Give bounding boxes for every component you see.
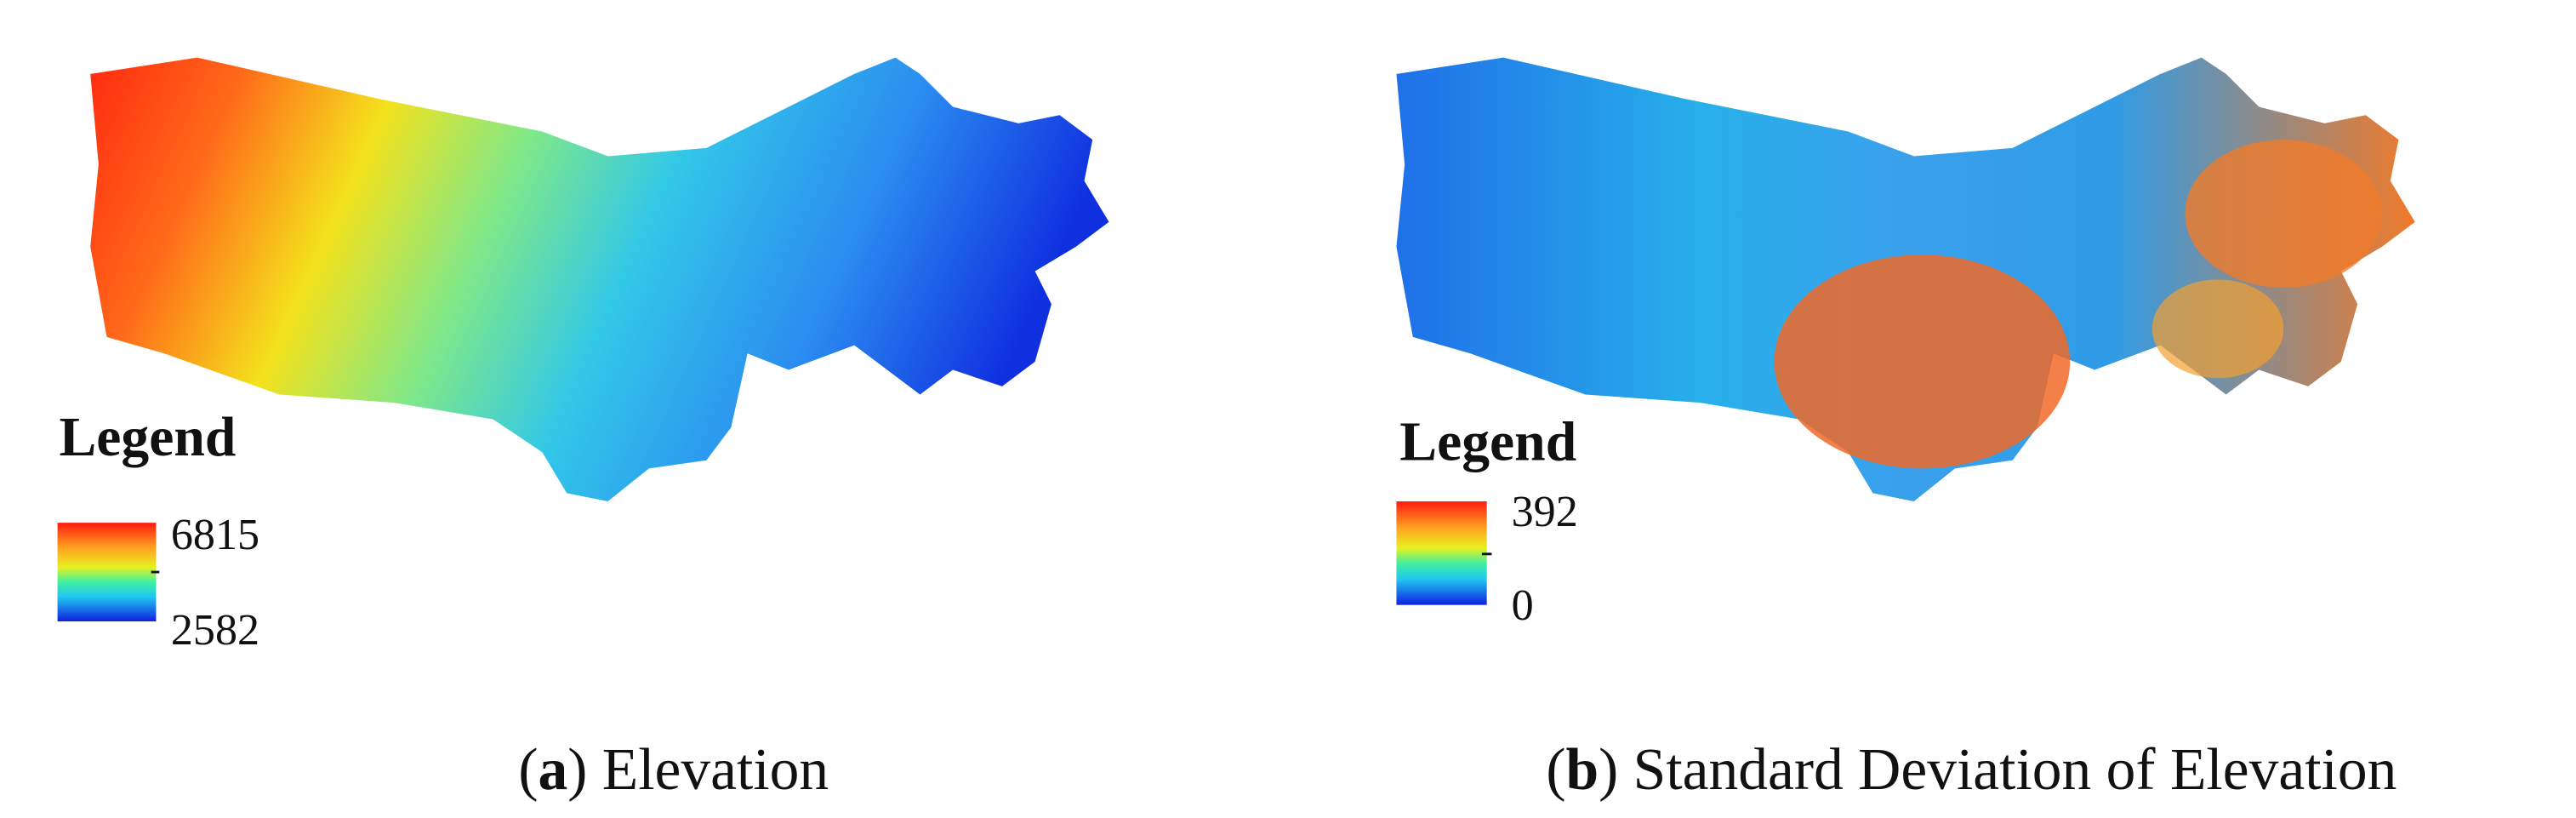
legend-max: 6815: [171, 511, 259, 559]
caption: (a) Elevation: [518, 737, 829, 803]
color-bar: [1396, 501, 1487, 605]
legend-title: Legend: [60, 406, 237, 468]
caption-open: (: [1546, 737, 1565, 803]
panel-a: Legend 6815 2582 (a) Elevation: [57, 57, 1109, 803]
legend-min: 0: [1512, 581, 1534, 630]
caption-text: ) Elevation: [567, 737, 829, 803]
legend-title: Legend: [1399, 411, 1576, 473]
hotspot: [2185, 140, 2383, 288]
hotspot: [2151, 279, 2284, 379]
caption-letter: b: [1565, 737, 1599, 803]
region-map: [90, 57, 1109, 502]
caption-letter: a: [538, 737, 567, 803]
legend-min: 2582: [171, 606, 259, 655]
panel-b: Legend 392 0 (b) Standard Deviation of E…: [1396, 57, 2415, 803]
color-bar: [57, 523, 157, 622]
caption-text: ) Standard Deviation of Elevation: [1599, 737, 2396, 803]
caption-open: (: [518, 737, 538, 803]
legend-max: 392: [1512, 488, 1578, 536]
caption: (b) Standard Deviation of Elevation: [1546, 737, 2396, 803]
hotspot: [1774, 255, 2071, 469]
